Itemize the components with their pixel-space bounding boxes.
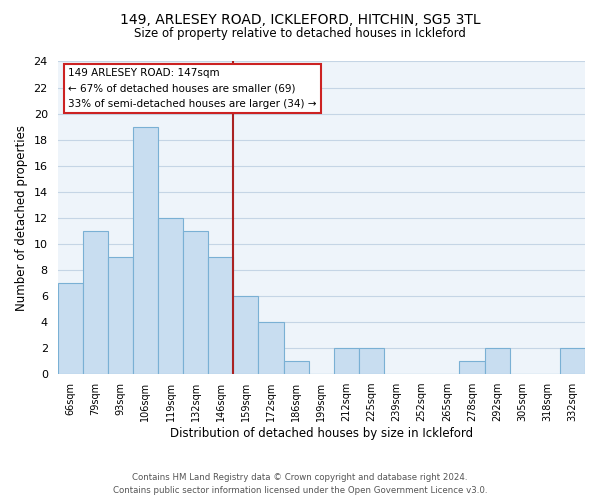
Text: Contains HM Land Registry data © Crown copyright and database right 2024.
Contai: Contains HM Land Registry data © Crown c…: [113, 474, 487, 495]
X-axis label: Distribution of detached houses by size in Ickleford: Distribution of detached houses by size …: [170, 427, 473, 440]
Bar: [208, 257, 233, 374]
Bar: [485, 348, 509, 374]
Bar: [334, 348, 359, 374]
Y-axis label: Number of detached properties: Number of detached properties: [15, 125, 28, 311]
Bar: [58, 283, 83, 374]
Bar: [183, 231, 208, 374]
Bar: [158, 218, 183, 374]
Bar: [560, 348, 585, 374]
Bar: [133, 126, 158, 374]
Bar: [359, 348, 384, 374]
Bar: [233, 296, 259, 374]
Bar: [108, 257, 133, 374]
Text: 149, ARLESEY ROAD, ICKLEFORD, HITCHIN, SG5 3TL: 149, ARLESEY ROAD, ICKLEFORD, HITCHIN, S…: [119, 12, 481, 26]
Bar: [460, 362, 485, 374]
Bar: [284, 362, 309, 374]
Text: 149 ARLESEY ROAD: 147sqm
← 67% of detached houses are smaller (69)
33% of semi-d: 149 ARLESEY ROAD: 147sqm ← 67% of detach…: [68, 68, 317, 109]
Bar: [259, 322, 284, 374]
Bar: [83, 231, 108, 374]
Text: Size of property relative to detached houses in Ickleford: Size of property relative to detached ho…: [134, 28, 466, 40]
